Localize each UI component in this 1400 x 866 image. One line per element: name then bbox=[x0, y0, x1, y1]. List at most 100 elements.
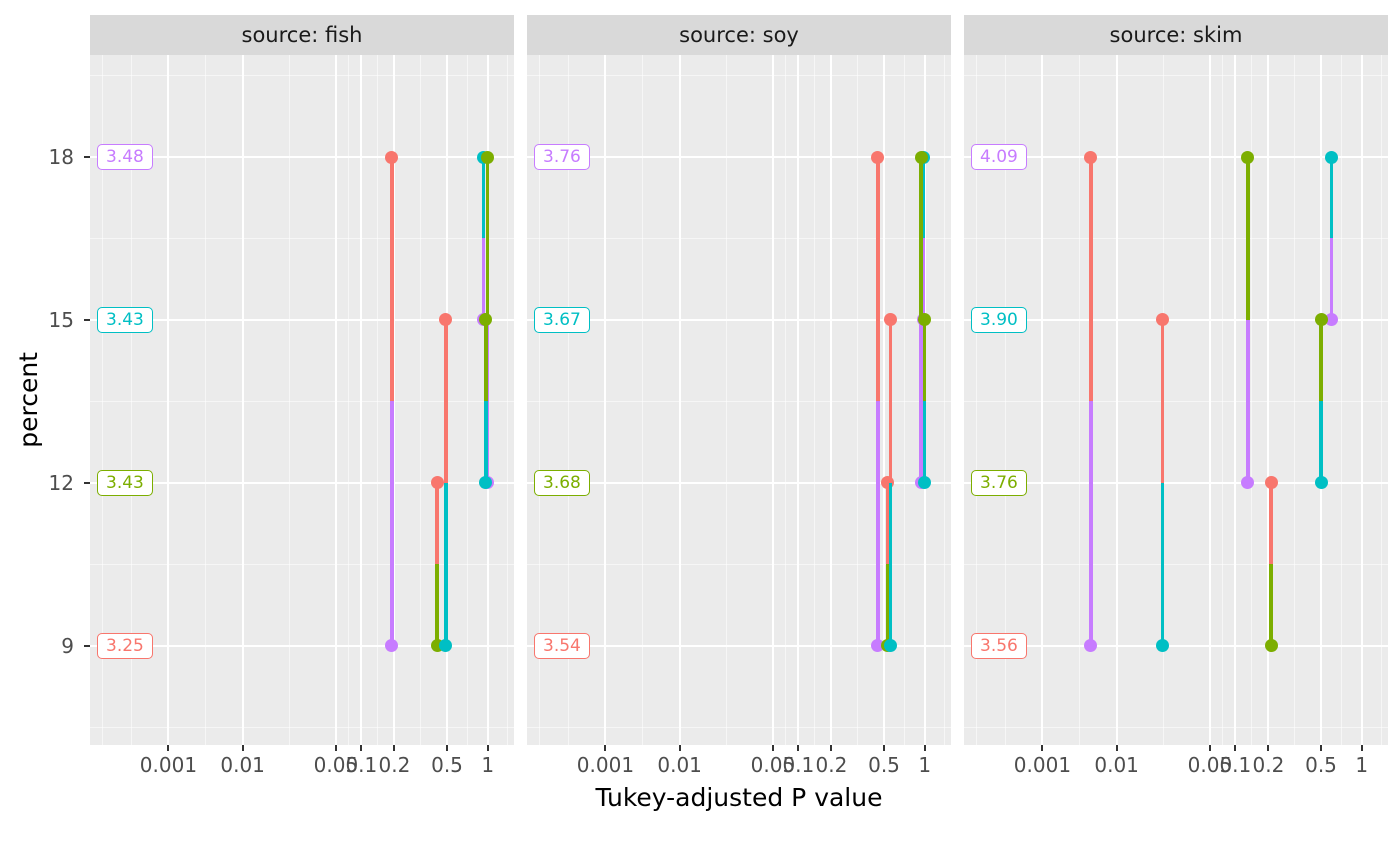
segment-lower-half bbox=[888, 482, 893, 646]
emmean-label: 3.56 bbox=[971, 632, 1027, 659]
segment-lower-half bbox=[1089, 401, 1093, 646]
y-tick-mark bbox=[84, 481, 90, 484]
x-tick-label: 0.001 bbox=[576, 753, 635, 777]
x-gridline-minor bbox=[1222, 55, 1224, 745]
x-gridline-major bbox=[604, 55, 607, 745]
x-gridline-minor bbox=[205, 55, 207, 745]
segment-lower-half bbox=[1269, 564, 1273, 646]
comparison-dot-bottom bbox=[1084, 639, 1098, 653]
y-gridline-minor bbox=[527, 726, 951, 728]
y-gridline-minor bbox=[964, 563, 1388, 565]
segment-upper-half bbox=[435, 482, 439, 565]
x-gridline-minor bbox=[420, 55, 422, 745]
x-tick-mark bbox=[446, 745, 448, 751]
x-tick-label: 0.1 bbox=[782, 753, 815, 777]
comparison-dot-top bbox=[1241, 150, 1255, 164]
comparison-dot-bottom bbox=[1325, 313, 1339, 327]
x-tick-mark bbox=[334, 745, 337, 751]
x-tick-mark bbox=[883, 745, 885, 751]
x-tick-mark bbox=[678, 745, 681, 751]
x-tick-label: 0.01 bbox=[657, 753, 702, 777]
y-gridline-major bbox=[527, 156, 951, 158]
x-tick-label: 0.2 bbox=[815, 753, 848, 777]
y-tick-mark bbox=[84, 318, 90, 321]
y-tick-label: 18 bbox=[48, 145, 74, 169]
segment-upper-half bbox=[876, 157, 880, 402]
x-tick-mark bbox=[241, 745, 244, 751]
x-tick-mark bbox=[923, 745, 926, 751]
x-gridline-minor bbox=[1004, 55, 1006, 745]
segment-upper-half bbox=[484, 319, 488, 402]
y-gridline-major bbox=[527, 481, 951, 484]
facet-panel-soy: 3.76 3.67 3.68 3.54 bbox=[527, 55, 951, 745]
comparison-dot-top bbox=[481, 150, 495, 164]
facet-strip-skim: source: skim bbox=[964, 15, 1388, 55]
y-gridline-minor bbox=[90, 726, 514, 728]
x-gridline-minor bbox=[1381, 55, 1383, 745]
x-gridline-minor bbox=[814, 55, 816, 745]
x-tick-label: 0.05 bbox=[313, 753, 359, 777]
x-gridline-major bbox=[1041, 55, 1044, 745]
x-gridline-minor bbox=[507, 55, 509, 745]
segment-upper-half bbox=[1246, 157, 1250, 320]
segment-upper-half bbox=[485, 157, 490, 320]
segment-lower-half bbox=[1319, 401, 1323, 483]
emmean-label: 3.43 bbox=[97, 306, 153, 333]
x-gridline-major bbox=[334, 55, 337, 745]
segment-upper-half bbox=[888, 319, 893, 483]
comparison-dot-top bbox=[1155, 313, 1169, 327]
y-gridline-major bbox=[527, 318, 951, 321]
x-axis-title: Tukey-adjusted P value bbox=[595, 783, 883, 812]
x-tick-label: 0.5 bbox=[431, 753, 463, 777]
segment-upper-half bbox=[1089, 157, 1093, 402]
x-gridline-minor bbox=[1079, 55, 1081, 745]
emmean-label: 3.76 bbox=[971, 469, 1027, 496]
segment-upper-half bbox=[481, 157, 486, 239]
comparison-dot-top bbox=[1325, 150, 1339, 164]
x-gridline-minor bbox=[725, 55, 727, 745]
x-tick-mark bbox=[1234, 745, 1237, 751]
x-tick-mark bbox=[1041, 745, 1044, 751]
y-gridline-minor bbox=[90, 400, 514, 402]
x-gridline-minor bbox=[288, 55, 290, 745]
y-tick-mark bbox=[84, 644, 90, 647]
x-gridline-minor bbox=[348, 55, 350, 745]
x-gridline-minor bbox=[944, 55, 946, 745]
x-tick-mark bbox=[797, 745, 800, 751]
x-gridline-minor bbox=[1294, 55, 1296, 745]
emmean-label: 3.76 bbox=[534, 144, 590, 170]
y-gridline-major bbox=[90, 481, 514, 484]
segment-lower-half bbox=[1246, 319, 1250, 483]
y-gridline-major bbox=[964, 156, 1388, 158]
x-gridline-major bbox=[830, 55, 833, 745]
segment-upper-half bbox=[922, 319, 927, 402]
emmean-label: 3.43 bbox=[97, 469, 153, 496]
y-tick-label: 12 bbox=[48, 470, 74, 495]
x-gridline-minor bbox=[377, 55, 379, 745]
x-tick-label: 0.1 bbox=[1219, 753, 1252, 777]
comparison-dot-bottom bbox=[439, 639, 453, 653]
y-gridline-minor bbox=[527, 75, 951, 76]
y-tick-label: 9 bbox=[61, 633, 74, 658]
segment-upper-half bbox=[1160, 319, 1165, 483]
x-tick-label: 0.01 bbox=[1094, 753, 1139, 777]
facet-strip-soy: source: soy bbox=[527, 15, 951, 55]
x-gridline-minor bbox=[642, 55, 644, 745]
segment-upper-half bbox=[1269, 482, 1273, 565]
emmean-label: 3.54 bbox=[534, 632, 590, 659]
segment-lower-half bbox=[885, 564, 890, 646]
y-gridline-major bbox=[90, 156, 514, 158]
emmean-label: 3.67 bbox=[534, 306, 590, 333]
facet-panel-fish: 3.48 3.43 3.43 3.25 bbox=[90, 55, 514, 745]
x-gridline-major bbox=[1234, 55, 1237, 745]
segment-lower-half bbox=[484, 401, 488, 483]
segment-upper-half bbox=[390, 157, 394, 402]
comparison-dot-bottom bbox=[884, 639, 898, 653]
y-gridline-minor bbox=[964, 726, 1388, 728]
x-gridline-major bbox=[771, 55, 774, 745]
x-gridline-minor bbox=[976, 55, 978, 745]
facet-strip-fish: source: fish bbox=[90, 15, 514, 55]
x-tick-label: 0.5 bbox=[868, 753, 900, 777]
y-tick-label: 15 bbox=[48, 307, 74, 332]
